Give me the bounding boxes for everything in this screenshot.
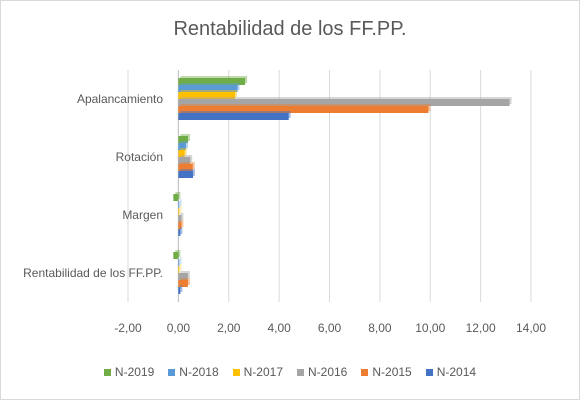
legend-item: N-2014 <box>425 365 477 379</box>
x-tick-label: 8,00 <box>368 321 392 335</box>
x-tick-label: 6,00 <box>318 321 342 335</box>
x-tick-label: -2,00 <box>114 321 142 335</box>
legend-swatch <box>103 368 111 376</box>
bar <box>178 113 289 120</box>
bar-depth <box>180 257 182 264</box>
bar <box>178 208 180 215</box>
category-label: Margen <box>122 208 163 222</box>
bar-depth <box>180 227 183 234</box>
bar <box>178 92 236 99</box>
category-label: Rentabilidad de los FF.PP. <box>23 266 163 280</box>
x-tick-label: 2,00 <box>217 321 241 335</box>
bar <box>178 280 188 287</box>
bar <box>178 229 181 236</box>
legend-swatch <box>232 368 240 376</box>
chart-title: Rentabilidad de los FF.PP. <box>173 18 407 40</box>
legend-item: N-2017 <box>232 365 283 379</box>
bar <box>178 143 186 150</box>
bar-depth <box>180 285 183 292</box>
legend-label: N-2017 <box>243 365 283 379</box>
bar-depth <box>180 264 182 271</box>
bar-depth <box>180 213 184 220</box>
bar-depth <box>180 220 184 227</box>
legend-item: N-2019 <box>103 365 155 379</box>
bar-depth <box>180 206 182 213</box>
legend-label: N-2018 <box>179 365 219 379</box>
legend-swatch <box>425 368 433 376</box>
bar <box>173 252 179 259</box>
legend-label: N-2019 <box>114 365 155 379</box>
bar <box>178 201 180 208</box>
x-tick-label: 12,00 <box>466 321 496 335</box>
legend-label: N-2014 <box>436 365 477 379</box>
bar <box>173 194 179 201</box>
bar <box>178 157 191 164</box>
bar <box>178 136 188 143</box>
bar <box>178 78 246 85</box>
legend-item: N-2015 <box>361 365 412 379</box>
bar <box>178 85 238 92</box>
category-label: Apalancamiento <box>77 92 163 106</box>
legend-swatch <box>361 368 369 376</box>
legend-swatch <box>297 368 304 376</box>
category-label: Rotación <box>116 150 163 164</box>
bar <box>178 215 182 222</box>
bar <box>178 273 188 280</box>
x-tick-label: 14,00 <box>516 321 546 335</box>
x-tick-label: 10,00 <box>415 321 445 335</box>
bar <box>178 287 181 294</box>
bar <box>178 99 510 106</box>
bar <box>178 266 180 273</box>
legend-label: N-2015 <box>372 365 412 379</box>
bar <box>178 106 429 113</box>
bar <box>178 171 193 178</box>
bar <box>178 259 180 266</box>
legend-item: N-2018 <box>168 365 219 379</box>
bar <box>178 222 182 229</box>
legend-swatch <box>168 368 176 376</box>
legend-item: N-2016 <box>297 365 347 379</box>
bar <box>178 164 193 171</box>
chart-legend: N-2019 N-2018 N-2017 N-2016 N-2015 N-2014 <box>0 365 580 379</box>
bar-depth <box>180 199 182 206</box>
bar <box>178 150 185 157</box>
legend-label: N-2016 <box>308 365 348 379</box>
x-tick-label: 0,00 <box>167 321 191 335</box>
x-tick-label: 4,00 <box>267 321 291 335</box>
